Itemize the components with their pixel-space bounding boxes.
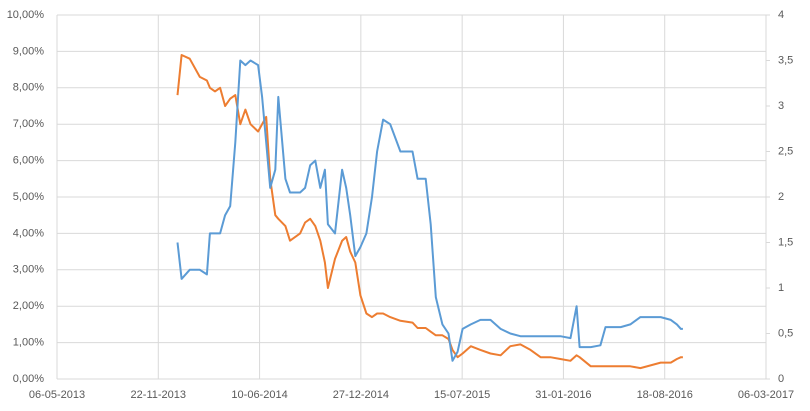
y2-tick-label: 1,5 <box>778 236 793 248</box>
y2-tick-label: 2,5 <box>778 145 793 157</box>
x-tick-label: 18-08-2016 <box>637 389 693 401</box>
y-tick-label: 7,00% <box>13 118 44 130</box>
y-tick-label: 8,00% <box>13 82 44 94</box>
y2-tick-label: 0,5 <box>778 327 793 339</box>
y2-tick-label: 4 <box>778 9 784 21</box>
x-tick-label: 06-05-2013 <box>29 389 85 401</box>
x-tick-label: 15-07-2015 <box>434 389 490 401</box>
y-tick-label: 1,00% <box>13 337 44 349</box>
y-tick-label: 3,00% <box>13 264 44 276</box>
y-tick-label: 0,00% <box>13 373 44 385</box>
x-tick-label: 06-03-2017 <box>738 389 794 401</box>
y2-tick-label: 1 <box>778 282 784 294</box>
y-tick-label: 10,00% <box>7 9 45 21</box>
x-tick-label: 10-06-2014 <box>231 389 287 401</box>
y2-tick-label: 0 <box>778 373 784 385</box>
x-tick-label: 31-01-2016 <box>535 389 591 401</box>
line-series <box>176 54 683 370</box>
y-tick-label: 6,00% <box>13 155 44 167</box>
x-tick-label: 22-11-2013 <box>131 389 186 401</box>
y-tick-label: 4,00% <box>13 227 44 239</box>
x-tick-label: 27-12-2014 <box>333 389 389 401</box>
y2-tick-label: 3 <box>778 100 784 112</box>
y2-tick-label: 3,5 <box>778 54 793 66</box>
y-tick-label: 9,00% <box>13 45 44 57</box>
y-tick-label: 2,00% <box>13 300 44 312</box>
y-tick-label: 5,00% <box>13 191 44 203</box>
y2-tick-label: 2 <box>778 191 784 203</box>
line-series <box>176 59 683 362</box>
